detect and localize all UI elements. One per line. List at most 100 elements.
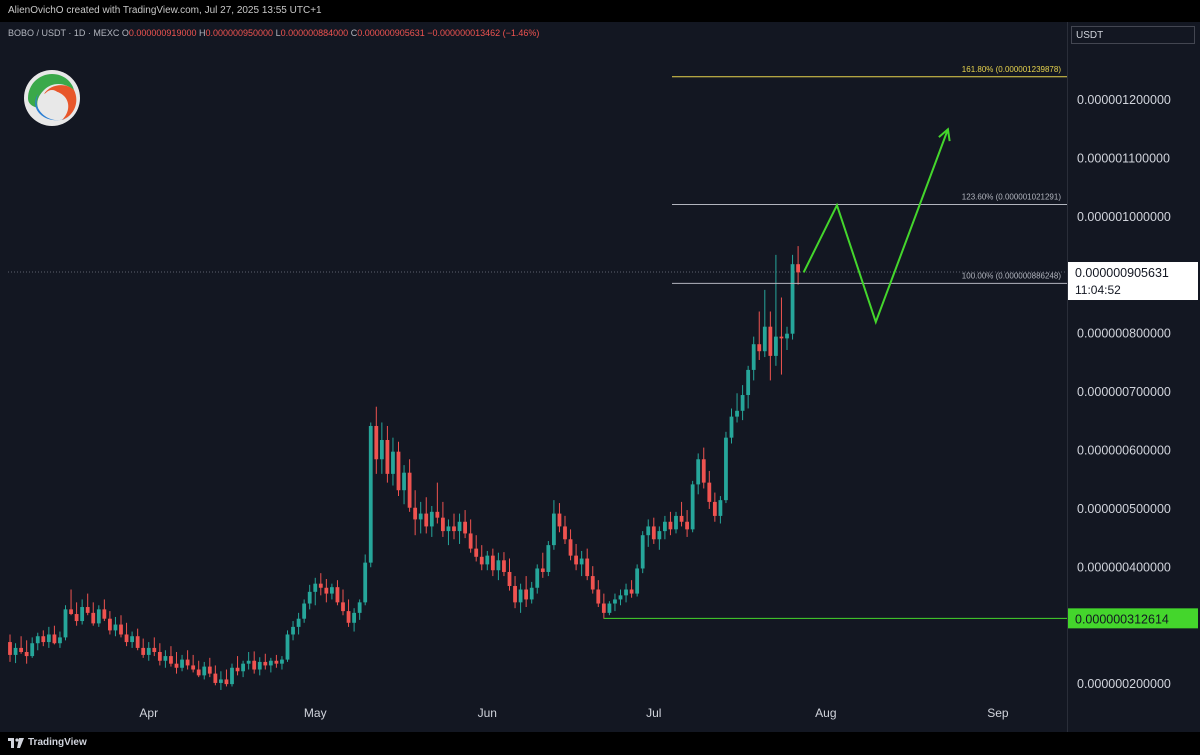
candle-body — [413, 507, 418, 520]
candle-body — [274, 660, 279, 664]
candle-body — [285, 634, 290, 660]
candle-body — [479, 556, 484, 565]
attribution-text: AlienOvichO created with TradingView.com… — [8, 5, 322, 16]
candle-body — [313, 583, 318, 592]
projection-path — [802, 128, 949, 326]
candle-body — [790, 264, 795, 334]
candle-body — [257, 661, 262, 670]
candle-body — [768, 326, 773, 356]
chart-area[interactable] — [0, 22, 1200, 732]
candle-body — [113, 624, 118, 631]
candle-body — [485, 555, 490, 565]
symbol-name: BOBO / USDT · 1D · MEXC — [8, 28, 120, 38]
candle-body — [341, 602, 345, 612]
candle-body — [546, 545, 551, 572]
candle-body — [85, 607, 90, 613]
candle-body — [740, 395, 745, 411]
candle-body — [457, 521, 462, 532]
candle-body — [241, 663, 245, 672]
candle-body — [785, 333, 789, 339]
candle-body — [91, 612, 96, 624]
candle-body — [8, 642, 12, 655]
candle-body — [452, 526, 456, 532]
candle-body — [63, 609, 68, 638]
time-tick-label: Jun — [478, 706, 497, 720]
candle-body — [219, 679, 223, 683]
candle-body — [651, 526, 656, 540]
candle-body — [568, 539, 573, 556]
price-tick-label: 0.000001000000 — [1077, 210, 1171, 224]
attribution-bar: AlienOvichO created with TradingView.com… — [0, 0, 1200, 22]
candle-body — [407, 472, 412, 508]
candle-body — [52, 634, 57, 644]
candle-body — [796, 264, 800, 273]
candle-body — [335, 587, 340, 603]
price-tick-label: 0.000000400000 — [1077, 560, 1171, 574]
candle-body — [402, 472, 406, 491]
candle-body — [696, 459, 701, 485]
price-tick-label: 0.000001200000 — [1077, 93, 1171, 107]
price-tick-label: 0.000000200000 — [1077, 677, 1171, 691]
candle-body — [108, 618, 112, 631]
time-tick-label: May — [304, 706, 327, 720]
candle-body — [613, 599, 617, 604]
countdown-label: 11:04:52 — [1075, 283, 1121, 297]
open-value: 0.000000919000 — [128, 28, 197, 38]
candle-body — [535, 568, 540, 588]
candle-body — [513, 586, 517, 603]
low-label: L — [275, 28, 281, 38]
candle-body — [524, 589, 529, 600]
candle-body — [424, 513, 429, 527]
candle-body — [102, 609, 107, 619]
candle-body — [230, 667, 234, 685]
candle-body — [735, 410, 739, 417]
candle-body — [130, 636, 134, 643]
candle-body — [429, 511, 434, 527]
low-value: 0.000000884000 — [280, 28, 349, 38]
candle-body — [391, 451, 395, 474]
candle-body — [746, 369, 751, 396]
candle-body — [729, 416, 734, 438]
candle-body — [24, 651, 29, 657]
candle-body — [396, 451, 401, 491]
candle-body — [540, 568, 545, 572]
candle-body — [657, 531, 662, 540]
candle-body — [624, 589, 628, 596]
candle-body — [163, 656, 168, 661]
candle-body — [35, 636, 40, 644]
candle-body — [596, 589, 601, 604]
candle-body — [368, 425, 373, 563]
symbol-info: BOBO / USDT · 1D · MEXC O0.000000919000 … — [8, 28, 539, 38]
candle-body — [352, 612, 356, 623]
candle-body — [119, 624, 123, 635]
candle-body — [646, 526, 651, 536]
candle-body — [640, 535, 645, 569]
bottom-bar — [0, 732, 1200, 755]
candle-body — [718, 500, 723, 516]
candle-body — [46, 634, 51, 643]
candle-body — [446, 526, 451, 532]
candle-body — [374, 425, 379, 460]
candle-body — [207, 666, 212, 674]
candle-body — [579, 558, 584, 565]
candle-body — [601, 603, 606, 613]
candle-body — [707, 482, 712, 502]
candle-body — [157, 651, 162, 661]
candle-body — [468, 533, 473, 549]
candle-body — [418, 513, 423, 520]
candle-body — [80, 607, 85, 622]
candle-body — [252, 660, 257, 670]
candle-body — [302, 603, 307, 619]
currency-label[interactable]: USDT — [1071, 26, 1195, 44]
support-price-badge — [1068, 608, 1198, 629]
price-axis-separator — [1067, 22, 1068, 732]
candle-body — [141, 647, 146, 655]
author-logo-icon — [24, 70, 80, 126]
candle-body — [268, 660, 273, 666]
candle-body — [324, 587, 329, 594]
candle-body — [307, 591, 312, 604]
candle-body — [463, 521, 467, 534]
price-tick-label: 0.000000600000 — [1077, 444, 1171, 458]
candle-body — [318, 583, 323, 588]
